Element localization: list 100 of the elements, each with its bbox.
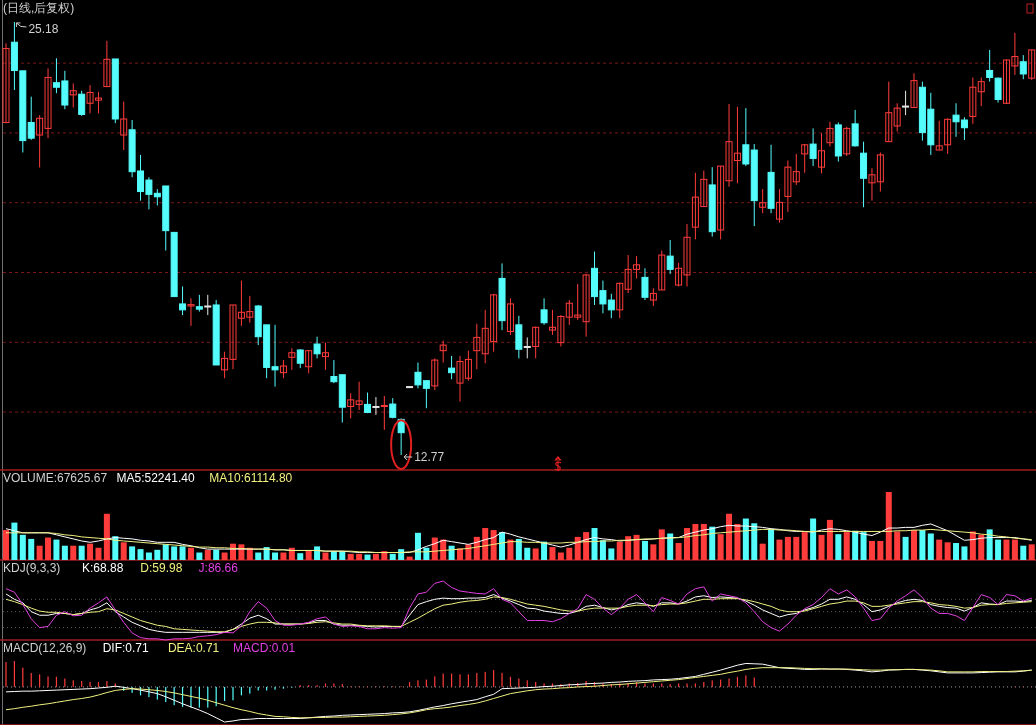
candlestick [658, 250, 666, 291]
bar [843, 532, 850, 560]
bar [78, 545, 85, 560]
text: MA5:52241.40 [116, 471, 195, 485]
bar [692, 523, 699, 560]
candlestick [1019, 54, 1027, 80]
candlestick [279, 359, 287, 379]
bar [364, 554, 371, 560]
bar [280, 552, 287, 560]
bar [145, 552, 152, 560]
bar [36, 545, 43, 560]
bar [482, 528, 489, 560]
candlestick [818, 132, 826, 174]
bar [759, 543, 766, 560]
bar [650, 544, 657, 560]
bar [684, 528, 690, 560]
bar [944, 542, 951, 560]
annotation: 12.77 [414, 450, 445, 464]
bar [969, 531, 976, 560]
bar [583, 532, 590, 560]
candlestick [1028, 49, 1036, 81]
candlestick [742, 107, 750, 167]
candlestick [397, 417, 405, 456]
bar [162, 544, 169, 560]
bar [978, 534, 985, 560]
text: K:68.88 [82, 561, 124, 575]
bar [818, 534, 825, 560]
bar [927, 533, 934, 560]
candlestick [977, 76, 985, 107]
candlestick [179, 285, 187, 316]
bar [726, 513, 733, 560]
bar [87, 543, 94, 560]
bar [826, 519, 833, 560]
bar [1028, 544, 1035, 560]
candlestick [902, 90, 910, 116]
candlestick [187, 297, 195, 327]
bar [524, 547, 531, 560]
candlestick [204, 294, 212, 316]
candlestick [78, 90, 86, 117]
bar [61, 545, 68, 560]
candlestick [448, 355, 456, 380]
candlestick [288, 347, 296, 371]
text: D:59.98 [140, 561, 183, 575]
chart-title: VOLUME:67625.67 [3, 471, 108, 485]
bar [616, 541, 623, 560]
bar [953, 543, 960, 560]
candlestick [775, 188, 783, 224]
bar [103, 513, 110, 560]
bar [717, 534, 724, 560]
bar [810, 518, 817, 560]
bar [919, 530, 926, 560]
candlestick [801, 143, 809, 174]
chart-title: KDJ(9,3,3) [3, 561, 61, 575]
candlestick [506, 297, 514, 336]
bar [120, 542, 127, 560]
bar [45, 537, 52, 560]
bar [187, 547, 194, 560]
bar [398, 549, 405, 560]
text: DIF:0.71 [102, 641, 150, 655]
candlestick [540, 297, 548, 326]
bar [658, 529, 665, 560]
bar [734, 523, 741, 560]
candlestick [321, 342, 329, 371]
bar [347, 553, 354, 560]
bar [902, 536, 909, 560]
annotation: 25.18 [28, 21, 59, 36]
candlestick [641, 267, 649, 301]
candlestick [120, 101, 128, 151]
candlestick [27, 96, 35, 141]
bar [911, 530, 917, 560]
candlestick [969, 76, 977, 125]
bar [490, 530, 497, 560]
candlestick [851, 109, 859, 148]
bar [961, 546, 968, 560]
bar [557, 552, 564, 560]
candlestick [759, 188, 767, 214]
bar [784, 536, 791, 560]
bar [936, 539, 943, 560]
candlestick [666, 239, 674, 275]
candlestick [893, 102, 901, 133]
bar [633, 534, 640, 560]
candlestick [885, 81, 893, 143]
bar [793, 536, 800, 560]
bar [11, 522, 18, 560]
bar [499, 532, 506, 560]
bar [1011, 539, 1018, 560]
candlestick [431, 357, 439, 391]
candlestick [305, 349, 313, 374]
text: MA10:61114.80 [209, 471, 293, 485]
bar [28, 538, 35, 560]
candlestick [103, 40, 111, 88]
bar [196, 552, 203, 560]
candlestick [809, 127, 817, 167]
bar [137, 549, 144, 560]
candlestick [523, 336, 531, 359]
bar [19, 534, 26, 560]
bar [608, 548, 615, 560]
bar [389, 553, 396, 560]
bar [566, 547, 573, 560]
chart-title: MACD(12,26,9) [3, 641, 87, 655]
